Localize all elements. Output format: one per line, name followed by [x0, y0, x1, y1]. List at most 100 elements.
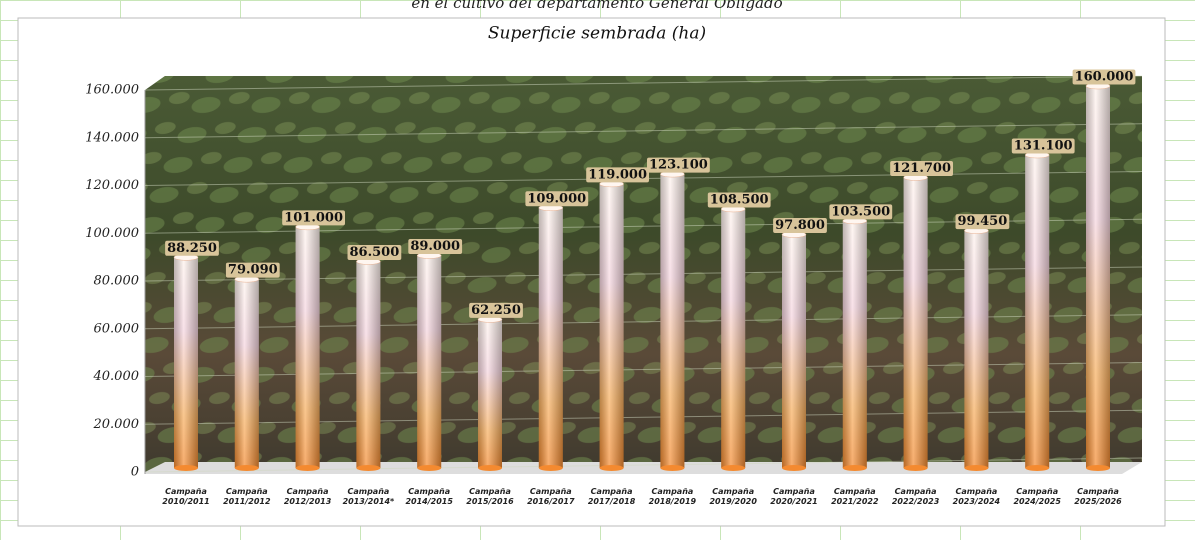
value-label: 123.100	[649, 158, 708, 173]
x-tick-label: Campaña 2012/2013	[283, 487, 332, 506]
value-label-box	[282, 210, 346, 226]
value-label: 131.100	[1014, 138, 1073, 153]
x-tick-label: Campaña 2014/2015	[405, 487, 453, 506]
y-tick-label: 100.000	[85, 226, 139, 241]
x-tick-label: Campaña 2024/2025	[1013, 487, 1061, 506]
value-label-box	[525, 191, 589, 207]
bar	[964, 227, 989, 471]
bar-part	[660, 174, 685, 468]
bar	[599, 180, 624, 471]
bar-part	[721, 208, 746, 469]
floor	[145, 462, 1142, 474]
bar-part	[964, 465, 989, 471]
bar-part	[417, 465, 442, 471]
value-label: 103.500	[831, 204, 890, 219]
bar	[295, 223, 320, 471]
bar	[842, 217, 868, 471]
bar-part	[234, 279, 259, 468]
bar	[781, 231, 807, 471]
bar-part	[295, 465, 320, 471]
bar-part	[1086, 86, 1110, 468]
value-label: 121.700	[892, 161, 951, 176]
y-tick-label: 120.000	[85, 178, 139, 193]
bar	[477, 316, 503, 471]
x-tick-label: Campaña 2019/2020	[709, 487, 757, 506]
value-label: 79.090	[228, 263, 278, 278]
value-label-box	[1011, 138, 1075, 154]
value-label: 89.000	[410, 239, 460, 254]
value-label-box	[347, 244, 402, 260]
bar-part	[234, 465, 259, 471]
value-label: 99.450	[958, 214, 1008, 229]
value-label-box	[165, 240, 219, 256]
y-tick-label: 0	[131, 465, 139, 480]
value-label: 97.800	[775, 218, 825, 233]
value-label: 62.250	[471, 303, 521, 318]
bar-part	[782, 234, 806, 468]
bar-part	[903, 465, 928, 471]
bar-part	[478, 465, 502, 471]
bar-part	[1025, 154, 1050, 468]
bar	[416, 252, 442, 471]
bar-part	[1025, 465, 1050, 471]
bar-part	[174, 465, 198, 471]
bar-part	[599, 465, 624, 471]
x-tick-label: Campaña 2010/2011	[162, 487, 210, 506]
bar	[234, 275, 260, 471]
bar	[660, 170, 685, 471]
bar-part	[356, 465, 381, 471]
y-tick-label: 20.000	[93, 417, 140, 432]
bar-part	[964, 230, 989, 468]
y-tick-label: 80.000	[94, 274, 140, 289]
value-label-box	[955, 214, 1010, 230]
value-label: 88.250	[167, 241, 217, 256]
x-tick-label: Campaña 2017/2018	[587, 487, 636, 506]
x-tick-label: Campaña 2018/2019	[648, 487, 697, 506]
x-tick-label: Campaña 2011/2012	[223, 487, 271, 506]
bar	[720, 205, 746, 471]
value-label-box	[829, 204, 893, 220]
bar	[538, 204, 564, 471]
y-tick-label: 60.000	[94, 321, 140, 336]
x-tick-label: Campaña 2013/2014*	[342, 487, 395, 506]
value-label: 108.500	[710, 192, 769, 207]
bar-part	[842, 220, 867, 468]
value-label-box	[586, 167, 650, 183]
header: en el cultivo del departamento General O…	[411, 0, 782, 12]
value-label: 109.000	[527, 191, 586, 206]
y-tick-label: 160.000	[85, 83, 139, 98]
bar	[1085, 82, 1111, 471]
bar-part	[842, 465, 867, 471]
x-tick-label: Campaña 2021/2022	[831, 487, 879, 506]
value-label: 160.000	[1075, 70, 1134, 85]
value-label-box	[469, 302, 523, 318]
bar-part	[478, 319, 502, 468]
y-tick-label: 140.000	[85, 130, 139, 145]
value-label: 101.000	[284, 210, 343, 225]
bar	[356, 258, 381, 471]
x-tick-label: Campaña 2025/2026	[1074, 487, 1122, 506]
value-label-box	[225, 262, 280, 278]
value-label: 119.000	[588, 167, 647, 182]
bar-part	[417, 255, 442, 468]
value-label: 86.500	[350, 245, 400, 260]
value-label-box	[646, 157, 710, 173]
bar	[1024, 151, 1050, 471]
bar-part	[174, 257, 198, 468]
bar-part	[782, 465, 806, 471]
bar-part	[295, 226, 320, 468]
chart-title: Superficie sembrada (ha)	[488, 24, 706, 44]
x-tick-label: Campaña 2020/2021	[770, 487, 818, 506]
bar-part	[538, 207, 563, 468]
bar-part	[721, 465, 746, 471]
value-label-box	[707, 192, 771, 208]
bar-part	[1086, 465, 1110, 471]
grid-line	[144, 75, 1143, 91]
grid-line	[144, 123, 1143, 139]
x-tick-label: Campaña 2016/2017	[527, 487, 575, 506]
bar-part	[599, 183, 624, 468]
x-tick-label: Campaña 2022/2023	[891, 487, 940, 506]
bar-part	[538, 465, 563, 471]
bar-part	[356, 261, 381, 468]
